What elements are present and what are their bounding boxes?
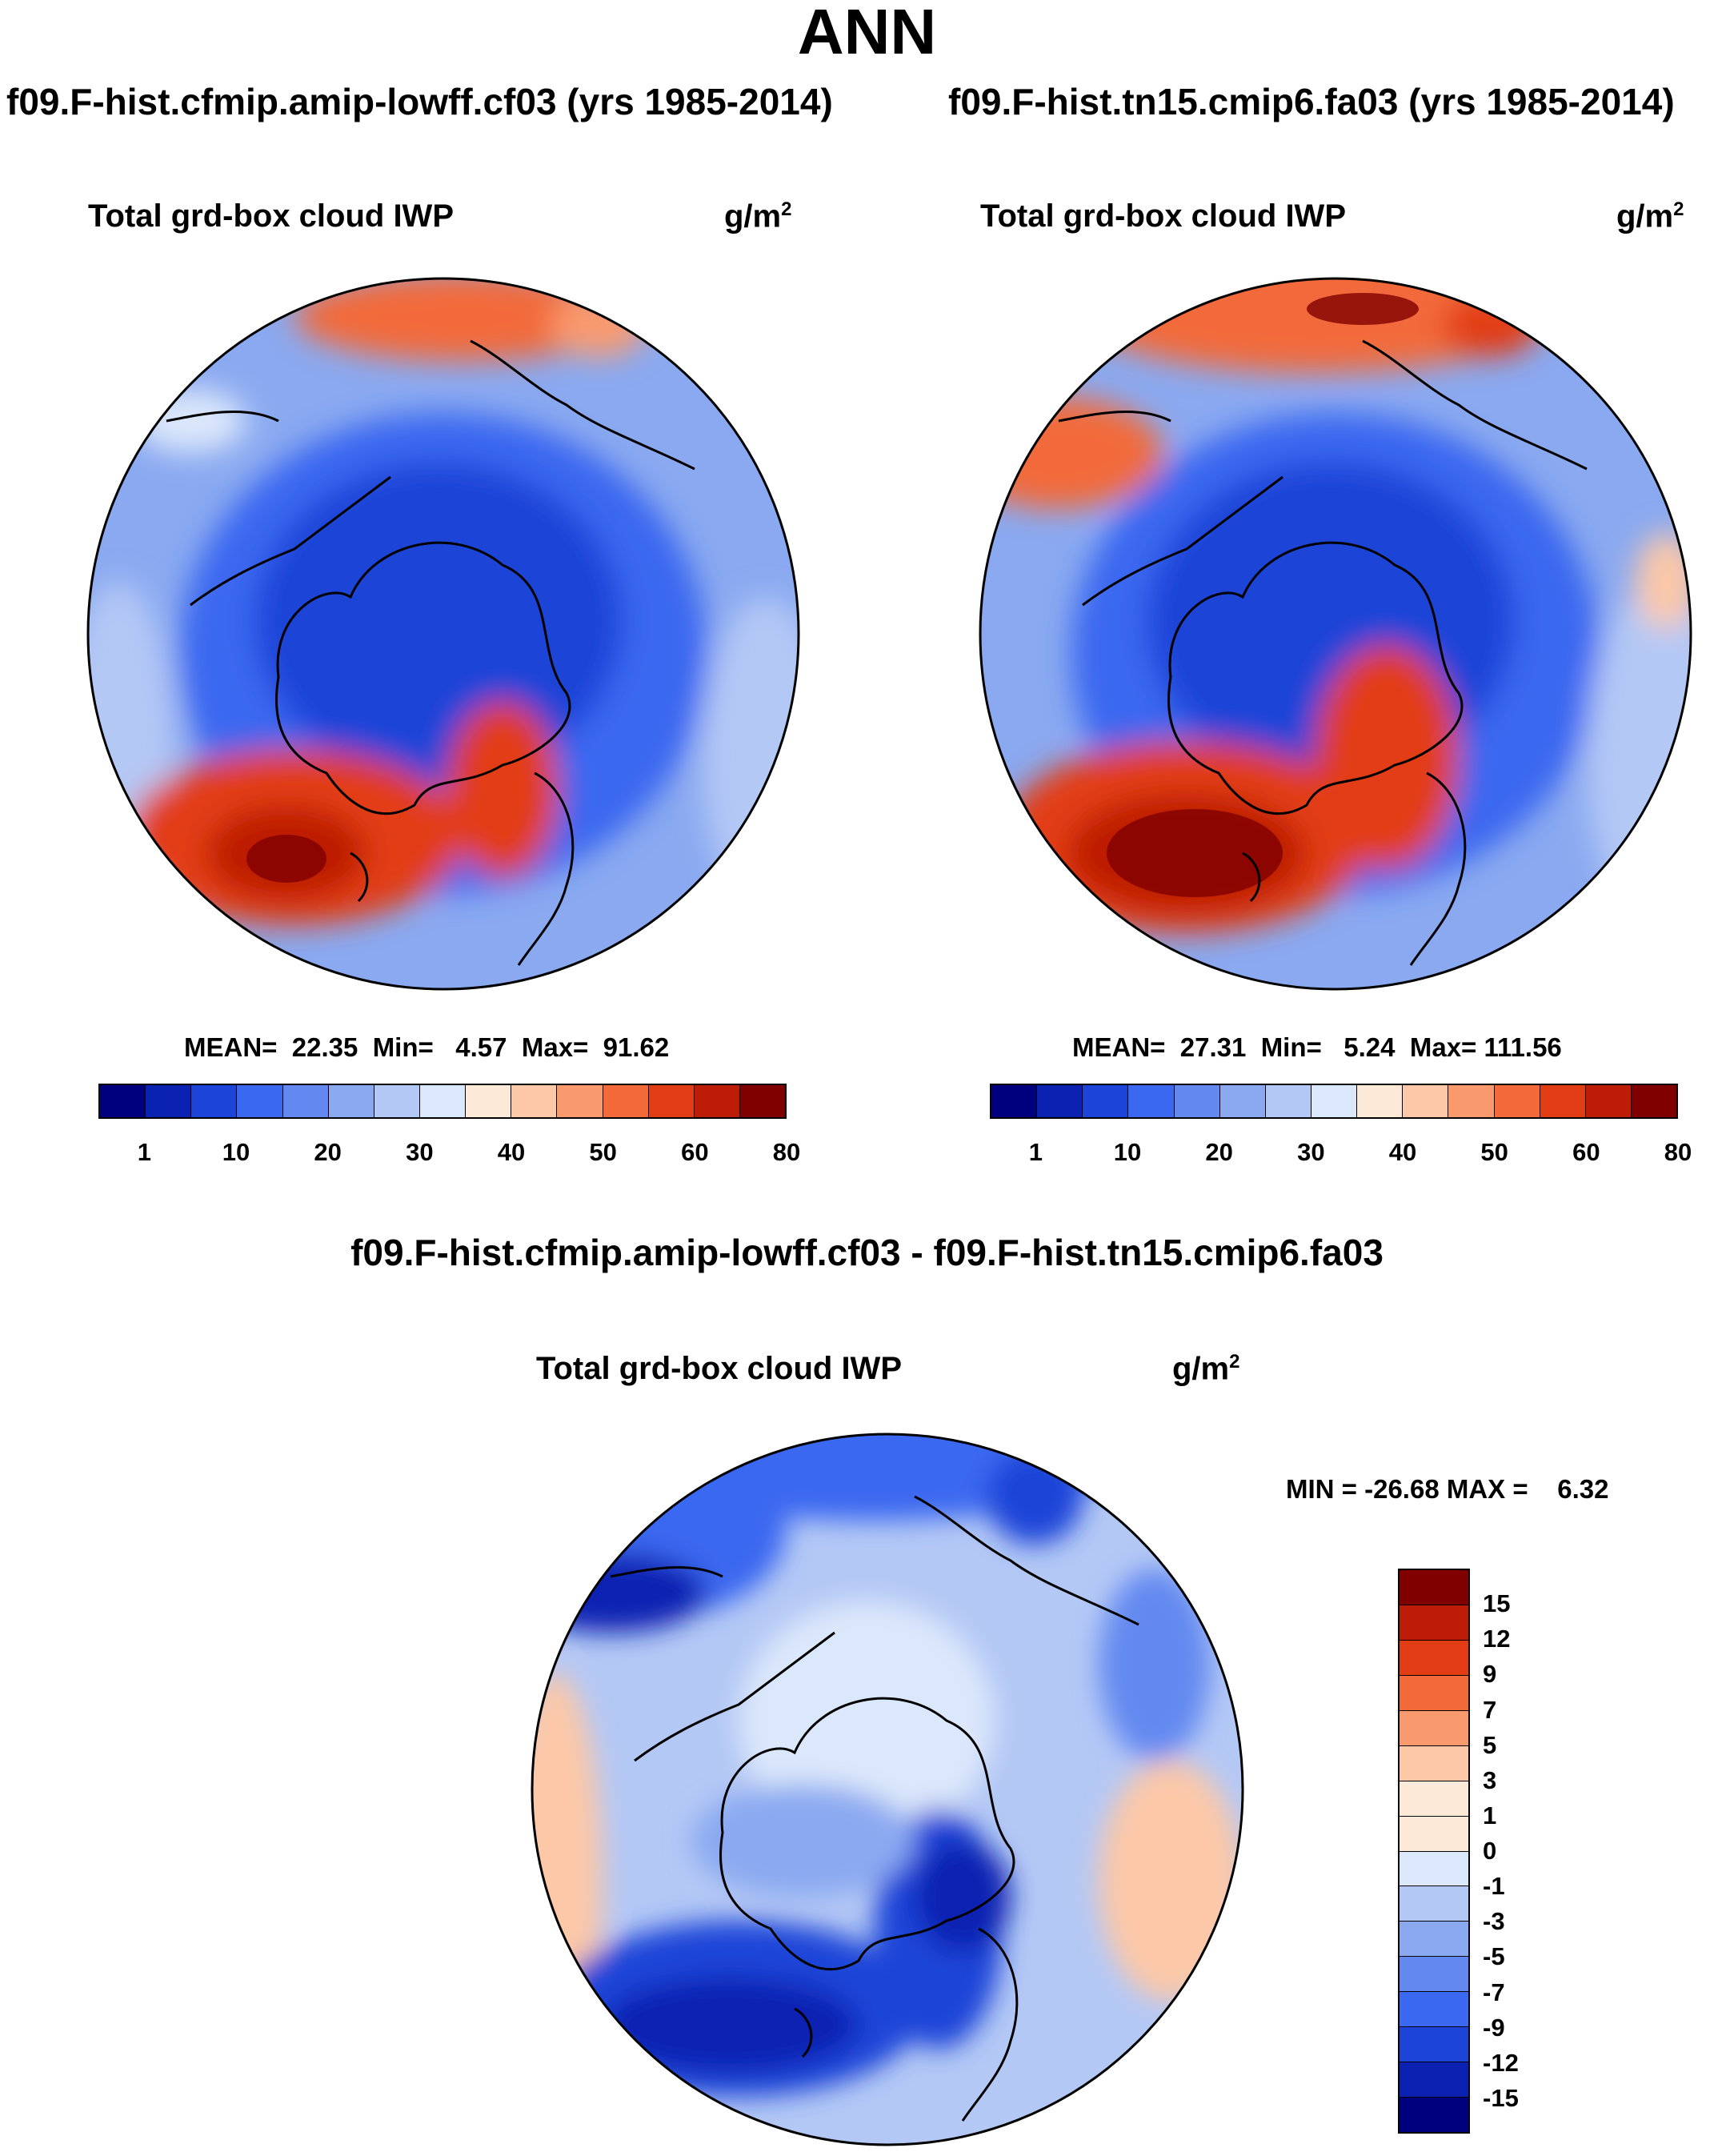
colorbar-swatch [1400, 1710, 1468, 1746]
colorbar-swatch [1219, 1085, 1266, 1117]
colorbar-tick-label: 50 [1480, 1138, 1508, 1166]
colorbar-swatch [1400, 1640, 1468, 1676]
panel3-variable-label: Total grd-box cloud IWP [536, 1351, 902, 1386]
colorbar-swatch [1403, 1085, 1449, 1117]
colorbar-tick-label: 50 [589, 1138, 617, 1166]
panel1-case-title: f09.F-hist.cfmip.amip-lowff.cf03 (yrs 19… [6, 81, 833, 122]
panel1-variable-label: Total grd-box cloud IWP [88, 198, 454, 234]
colorbar-swatch [237, 1085, 283, 1117]
panel1-colorbar [98, 1084, 787, 1119]
colorbar-swatch [1400, 1816, 1468, 1852]
panel2-case-title: f09.F-hist.tn15.cmip6.fa03 (yrs 1985-201… [948, 81, 1675, 122]
colorbar-swatch [466, 1085, 512, 1117]
colorbar-tick-label: -5 [1483, 1942, 1505, 1971]
panel3-colorbar [1398, 1569, 1470, 2134]
colorbar-swatch [419, 1085, 467, 1117]
colorbar-tick-label: 1 [137, 1138, 151, 1166]
panel2-colorbar-labels: 1 10 20 30 40 50 60 80 [990, 1138, 1692, 1170]
colorbar-swatch [1585, 1085, 1632, 1117]
colorbar-swatch [1631, 1085, 1677, 1117]
colorbar-tick-label: 10 [1113, 1138, 1142, 1166]
panel2-polar-map [979, 277, 1692, 991]
panel1-colorbar-labels: 1 10 20 30 40 50 60 80 [98, 1138, 801, 1170]
colorbar-tick-label: -7 [1483, 1978, 1505, 2006]
colorbar-tick-label: 5 [1483, 1730, 1497, 1759]
colorbar-swatch [1400, 1675, 1468, 1711]
colorbar-swatch [282, 1085, 329, 1117]
colorbar-swatch [1400, 1957, 1468, 1993]
colorbar-swatch [1448, 1085, 1495, 1117]
panel2-unit: g/m2 [1616, 198, 1684, 234]
colorbar-tick-label: 1 [1028, 1138, 1043, 1166]
colorbar-swatch [1311, 1085, 1358, 1117]
colorbar-swatch [1400, 2062, 1468, 2098]
colorbar-tick-label: 60 [1572, 1138, 1600, 1166]
colorbar-swatch [374, 1085, 420, 1117]
colorbar-tick-label: 40 [1388, 1138, 1417, 1166]
colorbar-tick-label: 15 [1483, 1589, 1511, 1618]
figure-title: ANN [797, 0, 937, 67]
colorbar-swatch [1400, 2027, 1468, 2063]
colorbar-tick-label: 1 [1483, 1801, 1497, 1829]
colorbar-tick-label: 0 [1483, 1837, 1497, 1865]
panel2-colorbar [990, 1084, 1678, 1119]
colorbar-swatch [1400, 1992, 1468, 2028]
colorbar-swatch [191, 1085, 238, 1117]
panel3-stats: MIN = -26.68 MAX = 6.32 [1286, 1474, 1609, 1504]
colorbar-swatch [1540, 1085, 1586, 1117]
colorbar-swatch [739, 1085, 786, 1117]
panel3-case-title: f09.F-hist.cfmip.amip-lowff.cf03 - f09.F… [350, 1232, 1384, 1273]
panel1-polar-map [86, 277, 800, 991]
colorbar-tick-label: -15 [1483, 2083, 1519, 2112]
colorbar-swatch [1494, 1085, 1540, 1117]
colorbar-swatch [1400, 1570, 1468, 1605]
colorbar-tick-label: -9 [1483, 2013, 1505, 2042]
panel2-variable-label: Total grd-box cloud IWP [980, 198, 1346, 234]
colorbar-tick-label: 20 [1205, 1138, 1233, 1166]
panel1-stats: MEAN= 22.35 Min= 4.57 Max= 91.62 [184, 1032, 670, 1062]
colorbar-tick-label: 12 [1483, 1625, 1511, 1653]
colorbar-swatch [328, 1085, 374, 1117]
colorbar-tick-label: 10 [222, 1138, 250, 1166]
colorbar-tick-label: 30 [1297, 1138, 1325, 1166]
colorbar-swatch [1357, 1085, 1404, 1117]
colorbar-swatch [1400, 1781, 1468, 1817]
panel3-colorbar-labels: 15 12 9 7 5 3 1 0 -1 -3 -5 -7 -9 -12 -15 [1483, 1569, 1579, 2134]
panel2-stats: MEAN= 27.31 Min= 5.24 Max= 111.56 [1072, 1032, 1562, 1062]
panel3-unit: g/m2 [1172, 1351, 1240, 1387]
colorbar-tick-label: 20 [314, 1138, 342, 1166]
colorbar-swatch [1400, 1851, 1468, 1887]
colorbar-swatch [1400, 1605, 1468, 1641]
colorbar-swatch [648, 1085, 695, 1117]
colorbar-swatch [694, 1085, 740, 1117]
colorbar-swatch [1265, 1085, 1312, 1117]
colorbar-swatch [100, 1085, 146, 1117]
colorbar-swatch [511, 1085, 558, 1117]
colorbar-swatch [603, 1085, 649, 1117]
colorbar-swatch [991, 1085, 1038, 1117]
colorbar-tick-label: -1 [1483, 1872, 1505, 1901]
colorbar-tick-label: 3 [1483, 1765, 1497, 1794]
panel1-unit: g/m2 [724, 198, 792, 234]
colorbar-swatch [1400, 1886, 1468, 1922]
colorbar-swatch [1174, 1085, 1220, 1117]
colorbar-tick-label: 30 [406, 1138, 434, 1166]
colorbar-tick-label: 80 [772, 1138, 801, 1166]
colorbar-tick-label: 60 [681, 1138, 709, 1166]
colorbar-swatch [1400, 2098, 1468, 2132]
panel3-polar-map [531, 1433, 1244, 2146]
colorbar-swatch [1400, 1745, 1468, 1781]
colorbar-tick-label: 9 [1483, 1660, 1497, 1689]
colorbar-swatch [1128, 1085, 1175, 1117]
colorbar-tick-label: -12 [1483, 2048, 1519, 2077]
colorbar-swatch [1083, 1085, 1129, 1117]
colorbar-swatch [557, 1085, 603, 1117]
colorbar-tick-label: -3 [1483, 1907, 1505, 1936]
colorbar-tick-label: 80 [1664, 1138, 1692, 1166]
colorbar-tick-label: 7 [1483, 1695, 1497, 1724]
colorbar-swatch [1400, 1922, 1468, 1958]
colorbar-tick-label: 40 [497, 1138, 526, 1166]
colorbar-swatch [146, 1085, 192, 1117]
colorbar-swatch [1037, 1085, 1083, 1117]
